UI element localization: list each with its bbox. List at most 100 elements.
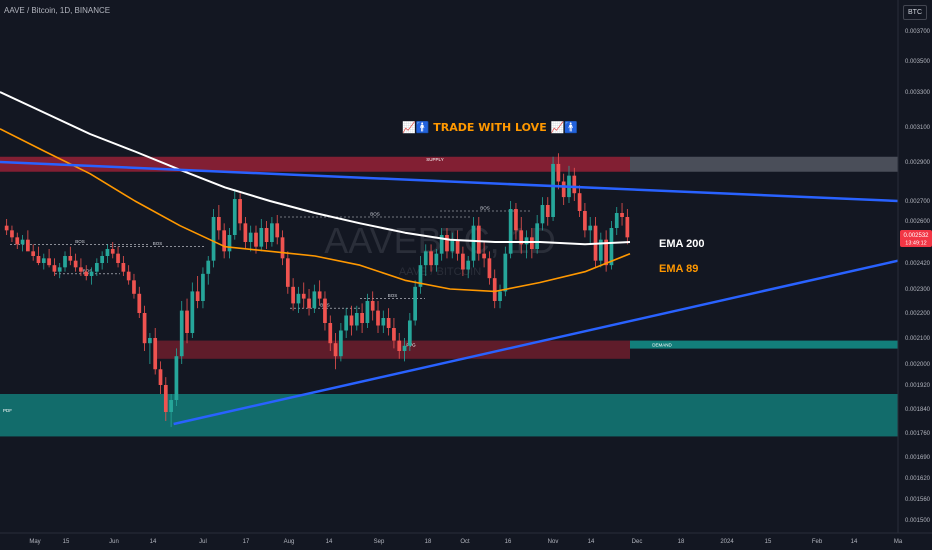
candle-body [402,345,407,351]
candle-body [482,253,486,259]
candle-body [588,225,593,231]
candle-body [598,239,603,261]
candle-body [370,301,375,311]
price-axis-label: 0.002300 [905,287,931,293]
candle-body [4,225,9,231]
zones-layer: SUPPLYDEMANDPDFFVG [0,156,898,437]
candle-body [354,313,359,326]
bos-label: BOS [480,206,490,211]
current-price-countdown: 13:49:12 [905,241,926,247]
time-axis-label: 17 [243,539,250,545]
candle-body [243,223,248,242]
candle-body [201,273,205,301]
candle-body [79,267,83,272]
candle-body [434,253,439,266]
time-axis-label: 14 [851,539,858,545]
candle-body [317,291,322,299]
time-axis[interactable]: May 15 Jun 14 Jul 17 Aug 14 Sep 18 Oct 16 Nov 14 Dec 18… [29,539,902,545]
candle-body [275,223,280,238]
candle-body [614,213,619,228]
time-axis-label: 15 [765,539,772,545]
time-axis-label: 16 [505,539,512,545]
candle-body [264,228,269,242]
price-axis-label: 0.001560 [905,497,931,503]
candle-body [620,213,624,217]
candle-body [466,260,471,270]
candles-layer [4,153,630,427]
time-axis-label: May [29,539,40,545]
candle-body [604,239,608,266]
price-axis-label: 0.002900 [905,160,931,166]
ema89-line [0,128,631,293]
price-axis-label: 0.001920 [905,383,931,389]
candle-body [423,251,428,266]
candle-body [216,217,221,231]
time-axis-label: 15 [63,539,70,545]
candle-body [344,315,349,331]
candle-body [392,328,396,341]
bos-label: BOS [153,241,163,246]
price-axis-label: 0.001840 [905,407,931,413]
candle-body [498,291,502,301]
candle-body [185,310,189,333]
lines-layer [0,91,899,426]
candle-body [31,251,36,256]
ema200-label: EMA 200 [659,238,704,250]
price-axis-label: 0.002000 [905,362,931,368]
candle-body [413,286,418,321]
candle-body [625,217,630,238]
price-axis-label: 0.001760 [905,431,931,437]
time-axis-label: 14 [150,539,157,545]
bos-label: BOS [370,212,380,217]
bos-label: BOS [388,293,398,298]
time-axis-label: Feb [812,539,823,545]
candle-body [535,223,540,249]
demand-label: DEMAND [652,343,672,348]
time-axis-label: 14 [588,539,595,545]
candle-body [142,313,147,344]
candle-body [84,271,89,276]
demand-zone-extension [630,340,898,349]
candle-body [365,301,370,323]
price-axis-label: 0.003300 [905,90,931,96]
candle-body [545,205,550,217]
candle-body [418,265,423,287]
candle-body [163,385,168,412]
candle-body [126,271,131,281]
lower-trendline [173,259,899,426]
candle-body [407,320,412,346]
candle-body [190,291,195,333]
candle-body [227,235,232,252]
currency-badge[interactable]: BTC [903,5,927,20]
candle-body [280,237,285,259]
candle-body [386,318,391,328]
candle-body [296,293,301,304]
candle-body [291,286,295,304]
candle-body [381,318,386,326]
time-axis-label: 2024 [720,539,734,545]
candle-body [529,237,534,249]
price-axis-label: 0.001500 [905,518,931,524]
candle-body [439,235,444,254]
candle-body [52,265,57,272]
time-axis-label: Jul [199,539,207,545]
candle-body [492,278,497,301]
candle-body [471,225,476,261]
candle-body [238,199,242,224]
time-axis-label: 18 [678,539,685,545]
symbol-title: AAVE / Bitcoin, 1D, BINANCE [4,6,111,15]
candle-body [508,209,513,254]
price-axis[interactable]: 0.003700 0.003500 0.003300 0.003100 0.002900… [905,29,931,524]
candle-body [73,260,78,268]
candle-body [270,223,274,242]
candle-body [572,175,577,194]
candle-body [26,239,30,252]
time-axis-label: Aug [284,539,295,545]
time-axis-label: 14 [326,539,333,545]
pdf-zone [0,394,898,437]
candle-body [153,338,158,370]
candle-body [556,163,561,182]
candle-body [195,291,200,301]
